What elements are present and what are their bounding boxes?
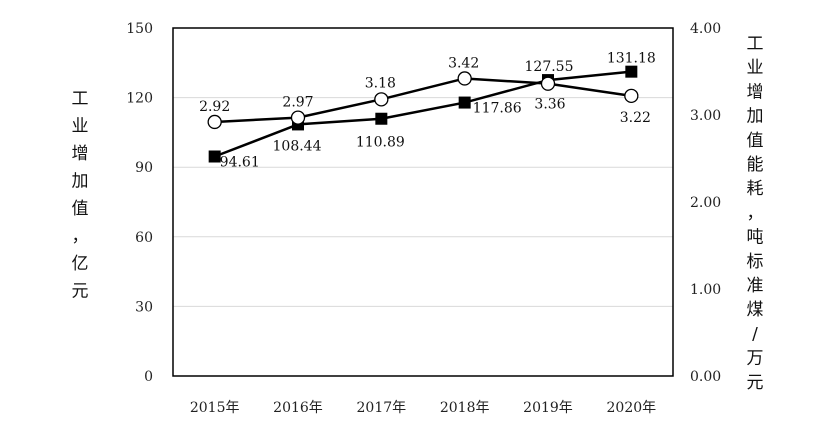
y2-tick-label: 4.00 bbox=[690, 21, 721, 37]
y-tick-label: 150 bbox=[126, 21, 153, 37]
energy-consumption-line bbox=[214, 77, 632, 124]
data-labels: 94.61 108.44 110.89 117.86 127.55 131.18 2.92 2… bbox=[199, 51, 656, 171]
value-added-data-label: 117.86 bbox=[473, 101, 522, 117]
square-marker bbox=[375, 112, 388, 125]
circle-marker bbox=[207, 114, 222, 130]
circle-marker bbox=[540, 76, 556, 91]
right-axis-label: 工业增加值能耗，吨标准煤/万元 bbox=[747, 34, 764, 393]
x-tick-label: 2018年 bbox=[440, 400, 490, 416]
x-tick-label: 2015年 bbox=[190, 400, 240, 416]
y2-tick-label: 0.00 bbox=[690, 369, 721, 385]
x-tick-label: 2017年 bbox=[357, 400, 407, 416]
square-marker bbox=[458, 96, 471, 109]
right-axis-ticks: 0.00 1.00 2.00 3.00 4.00 bbox=[690, 21, 721, 385]
x-tick-label: 2020年 bbox=[607, 400, 657, 416]
energy-data-label: 3.36 bbox=[534, 97, 565, 113]
circle-marker bbox=[290, 110, 306, 125]
y-tick-label: 90 bbox=[135, 160, 153, 176]
energy-data-label: 3.22 bbox=[620, 110, 651, 126]
energy-data-label: 2.92 bbox=[199, 99, 230, 115]
value-added-data-label: 108.44 bbox=[273, 138, 322, 154]
energy-data-label: 3.18 bbox=[365, 75, 396, 91]
gridlines bbox=[173, 97, 673, 307]
value-added-data-label: 127.55 bbox=[525, 59, 574, 75]
value-added-line bbox=[214, 70, 632, 158]
y-tick-label: 120 bbox=[126, 91, 153, 107]
square-marker bbox=[625, 65, 638, 78]
y2-tick-label: 3.00 bbox=[690, 108, 721, 124]
y-tick-label: 0 bbox=[144, 369, 153, 385]
circle-marker bbox=[624, 88, 639, 104]
energy-data-label: 3.42 bbox=[448, 55, 479, 71]
y2-tick-label: 2.00 bbox=[690, 195, 721, 211]
value-added-data-label: 131.18 bbox=[607, 51, 656, 67]
square-marker bbox=[208, 150, 221, 163]
circle-marker bbox=[374, 92, 389, 107]
series bbox=[207, 65, 639, 163]
left-axis-label: 工业增加值，亿元 bbox=[72, 89, 89, 302]
y2-tick-label: 1.00 bbox=[690, 282, 721, 298]
value-added-data-label: 94.61 bbox=[220, 155, 260, 171]
y-tick-label: 60 bbox=[135, 230, 153, 246]
x-tick-label: 2019年 bbox=[523, 400, 573, 416]
energy-data-label: 2.97 bbox=[282, 95, 313, 111]
x-tick-label: 2016年 bbox=[273, 400, 323, 416]
value-added-data-label: 110.89 bbox=[356, 135, 405, 151]
left-axis-ticks: 0 30 60 90 120 150 bbox=[126, 21, 153, 385]
x-axis-ticks: 2015年 2016年 2017年 2018年 2019年 2020年 bbox=[190, 400, 656, 416]
circle-marker bbox=[457, 71, 472, 86]
plot-frame bbox=[172, 27, 674, 377]
y-tick-label: 30 bbox=[135, 299, 153, 315]
